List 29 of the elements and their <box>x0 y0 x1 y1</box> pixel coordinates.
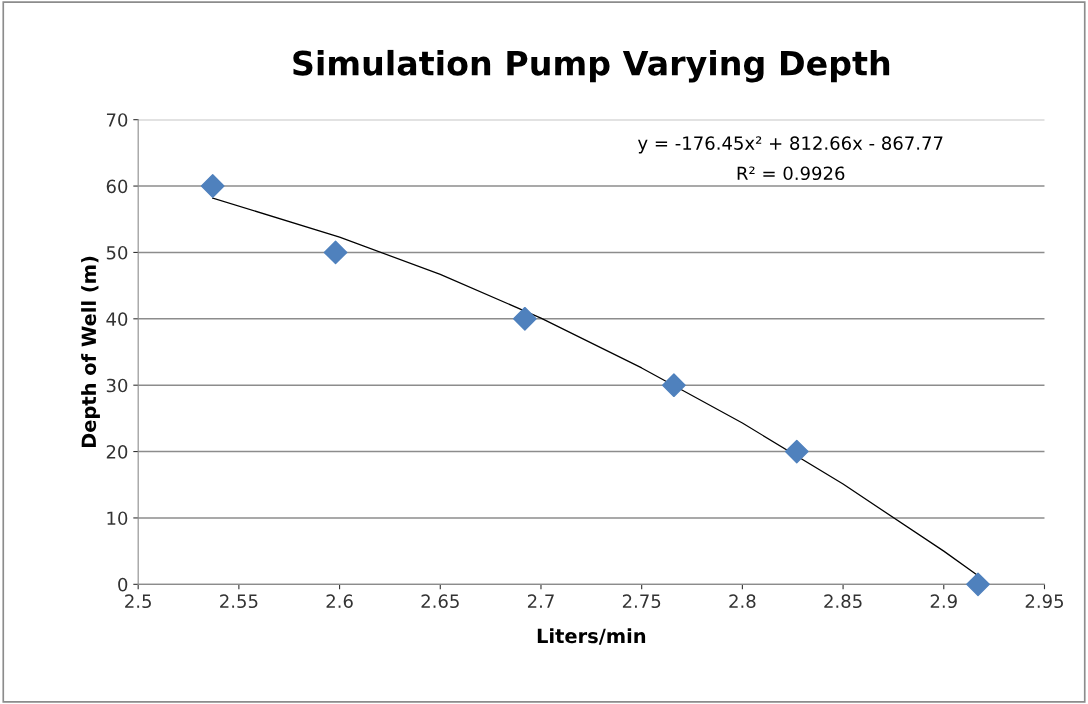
annotation: R² = 0.9926 <box>737 166 845 181</box>
x-tick-label: 2.95 <box>1025 594 1063 609</box>
y-tick-label: 30 <box>106 378 128 393</box>
point <box>966 572 990 597</box>
point <box>512 306 537 331</box>
point <box>200 174 225 198</box>
x-tick-label: 2.8 <box>729 594 756 609</box>
x-tick-label: 2.65 <box>421 594 459 609</box>
x-axis-title: Liters/min <box>537 628 646 645</box>
x-tick-label: 2.75 <box>622 594 661 609</box>
x-tick-label: 2.55 <box>220 594 258 609</box>
y-axis-title: Depth of Well (m) <box>81 256 100 448</box>
x-tick-label: 2.9 <box>930 594 957 609</box>
y-tick-label: 20 <box>106 445 128 459</box>
x-tick-label: 2.7 <box>527 594 554 608</box>
point <box>784 439 809 464</box>
y-tick-label: 10 <box>107 511 128 526</box>
x-tick-label: 2.6 <box>326 594 353 609</box>
x-tick-label: 2.85 <box>824 594 862 609</box>
y-tick-label: 50 <box>106 245 128 260</box>
y-tick-label: 40 <box>106 312 128 326</box>
point <box>323 240 348 265</box>
x-tick-label: 2.5 <box>125 594 151 609</box>
y-tick-label: 60 <box>106 179 128 194</box>
chart-title: Simulation Pump Varying Depth <box>293 49 890 83</box>
point <box>662 373 686 398</box>
annotation: y = -176.45x² + 812.66x - 867.77 <box>637 136 943 154</box>
y-tick-label: 0 <box>118 577 128 592</box>
y-tick-label: 70 <box>106 113 128 127</box>
